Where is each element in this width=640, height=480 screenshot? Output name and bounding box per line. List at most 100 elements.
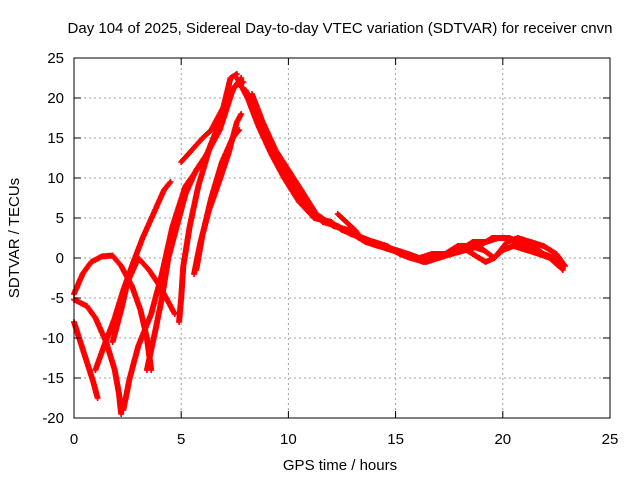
data-point <box>179 160 183 164</box>
data-point <box>126 280 130 284</box>
data-point <box>226 96 230 100</box>
data-point <box>179 296 183 300</box>
data-point <box>430 252 434 256</box>
data-point <box>542 244 545 248</box>
data-point <box>147 268 151 272</box>
data-point <box>121 408 125 412</box>
grid-lines <box>74 58 610 418</box>
series-marks <box>193 127 243 273</box>
x-tick-label: 5 <box>177 431 185 448</box>
data-point <box>516 236 520 240</box>
data-point <box>424 260 428 264</box>
data-point <box>524 248 528 252</box>
data-point <box>233 84 237 88</box>
data-point <box>443 252 447 256</box>
data-point <box>81 272 85 276</box>
data-point <box>145 336 149 340</box>
data-point <box>235 120 239 124</box>
data-point <box>113 316 117 320</box>
data-point <box>207 148 211 152</box>
data-point <box>160 296 164 300</box>
data-point <box>149 312 153 316</box>
data-point <box>563 264 567 268</box>
data-point <box>113 368 117 372</box>
data-point <box>447 252 451 256</box>
y-tick-label: 15 <box>47 130 64 147</box>
series-trace-11 <box>178 95 232 165</box>
data-point <box>85 304 89 308</box>
data-point <box>102 344 106 348</box>
data-point <box>407 252 410 256</box>
data-point <box>151 212 155 216</box>
data-point <box>136 256 140 260</box>
data-point <box>145 368 149 372</box>
data-point <box>119 264 123 268</box>
data-point <box>561 268 565 272</box>
data-point <box>482 248 485 252</box>
data-point <box>141 236 145 240</box>
data-point <box>220 160 224 164</box>
data-point <box>190 148 194 152</box>
data-point <box>89 260 93 264</box>
data-point <box>359 236 363 240</box>
data-point <box>166 256 170 260</box>
data-point <box>100 254 104 258</box>
y-tick-label: -10 <box>42 330 64 347</box>
axis-ticks <box>73 57 611 419</box>
data-point <box>417 256 421 260</box>
series-trace-15 <box>334 211 384 249</box>
data-point <box>239 112 243 116</box>
data-point <box>93 368 97 372</box>
data-point <box>394 248 398 252</box>
y-tick-label: 25 <box>47 50 64 67</box>
data-point <box>235 76 239 80</box>
y-tick-label: 10 <box>47 170 64 187</box>
data-point <box>235 72 239 76</box>
data-point <box>229 76 232 80</box>
data-point <box>353 228 357 232</box>
data-point <box>119 412 123 416</box>
data-point <box>209 196 213 200</box>
data-point <box>548 256 552 260</box>
data-point <box>308 208 312 212</box>
data-point <box>175 224 179 228</box>
data-point <box>554 252 558 256</box>
data-point <box>336 224 340 228</box>
data-point <box>171 224 175 228</box>
data-point <box>85 360 89 364</box>
data-point <box>458 244 462 248</box>
data-point <box>484 260 488 264</box>
data-point <box>244 88 247 92</box>
data-point <box>192 272 196 276</box>
y-tick-labels: -20 -15 -10 -5 0 5 10 15 20 25 <box>42 50 64 427</box>
series-trace-3 <box>71 319 101 401</box>
data-point <box>93 316 97 320</box>
data-point <box>91 380 95 384</box>
data-point <box>194 168 198 172</box>
data-point <box>184 192 187 196</box>
data-point <box>177 320 181 324</box>
x-tick-label: 0 <box>70 431 78 448</box>
x-tick-label: 25 <box>602 431 619 448</box>
data-point <box>557 264 560 268</box>
data-point <box>209 128 213 132</box>
y-tick-label: -5 <box>51 290 64 307</box>
data-point <box>297 200 301 204</box>
data-point <box>379 244 383 248</box>
data-point <box>231 136 235 140</box>
data-point <box>349 232 353 236</box>
y-tick-label: 0 <box>56 250 64 267</box>
series-trace-16 <box>446 243 562 269</box>
data-point <box>194 268 198 272</box>
x-tick-label: 20 <box>494 431 511 448</box>
x-tick-label: 10 <box>280 431 297 448</box>
data-point <box>117 392 121 396</box>
data-point <box>471 252 475 256</box>
data-point <box>154 328 157 332</box>
series-trace-10 <box>193 127 243 273</box>
data-point <box>181 264 185 268</box>
x-axis-label: GPS time / hours <box>283 457 397 474</box>
data-point <box>201 232 205 236</box>
data-point <box>218 112 222 116</box>
